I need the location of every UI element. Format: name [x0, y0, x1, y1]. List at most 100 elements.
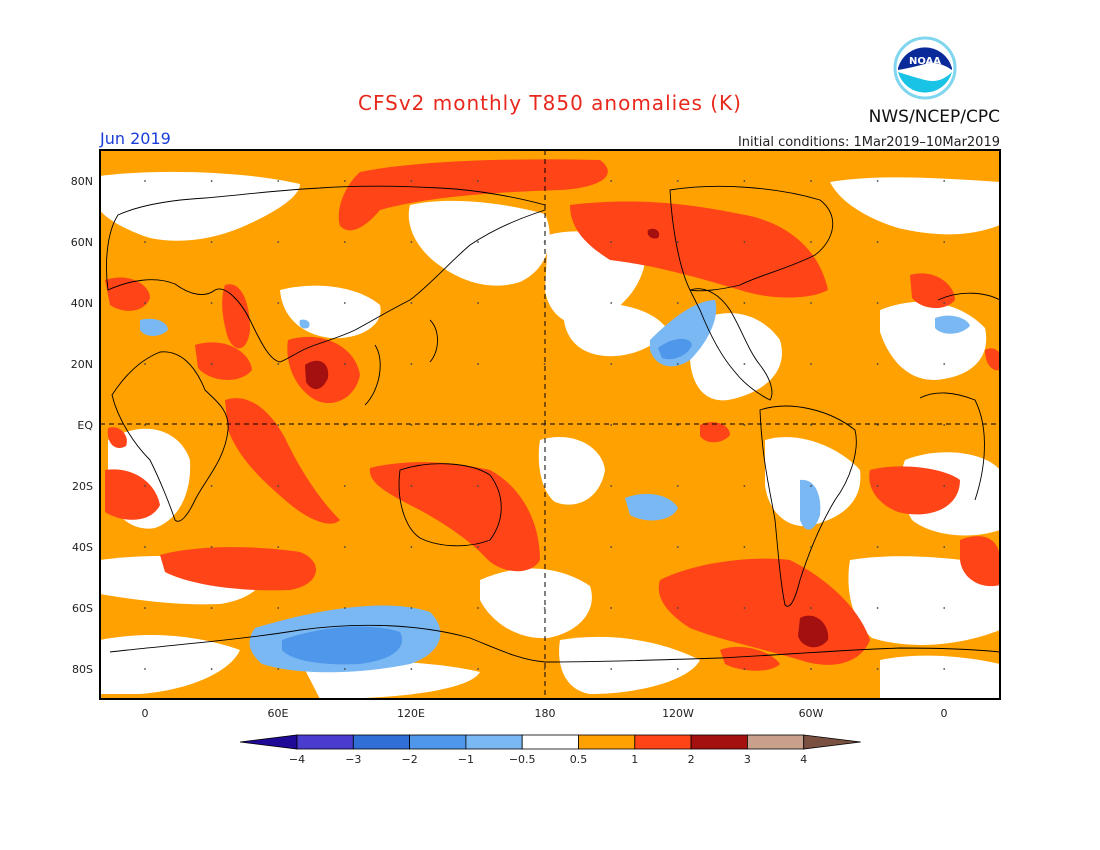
grid-marker: [943, 668, 946, 670]
colorbar-swatch: [352, 734, 410, 750]
cool-anomaly-regions: [140, 300, 970, 673]
grid-marker: [810, 302, 812, 304]
map-title: CFSv2 monthly T850 anomalies (K): [358, 91, 742, 115]
grid-marker: [810, 363, 812, 365]
colorbar-swatch: [634, 734, 692, 750]
grid-marker: [876, 363, 879, 365]
agency-label: NWS/NCEP/CPC: [869, 107, 1000, 127]
grid-marker: [410, 546, 413, 548]
grid-marker: [210, 607, 213, 609]
lat-label: 60S: [72, 602, 93, 615]
grid-marker: [943, 424, 946, 426]
grid-marker: [144, 302, 146, 304]
lon-label: 180: [535, 707, 556, 720]
colorbar-low-arrow: [239, 734, 298, 750]
map-panel: [100, 150, 1000, 699]
grid-marker: [410, 607, 413, 609]
grid-marker: [543, 546, 546, 548]
grid-marker: [610, 363, 613, 365]
lon-label: 0: [142, 707, 149, 720]
grid-marker: [676, 363, 679, 365]
colorbar-tick-label: 0.5: [570, 753, 588, 766]
initial-conditions-label: Initial conditions: 1Mar2019–10Mar2019: [738, 135, 1000, 150]
noaa-logo-text: NOAA: [909, 56, 941, 67]
grid-marker: [876, 241, 879, 243]
colorbar-tick-label: 2: [688, 753, 695, 766]
grid-marker: [676, 241, 679, 243]
grid-marker: [676, 668, 679, 670]
latitude-axis: 80N 60N 40N 20N EQ 20S 40S 60S 80S: [71, 175, 94, 676]
colorbar: −4 −3 −2 −1 −0.5 0.5 1 2 3 4: [239, 734, 861, 766]
lat-label: 80S: [72, 663, 93, 676]
colorbar-tick-label: −0.5: [509, 753, 536, 766]
grid-marker: [876, 607, 879, 609]
grid-marker: [477, 546, 479, 548]
grid-marker: [676, 485, 679, 487]
grid-marker: [676, 302, 679, 304]
coastlines: [106, 185, 1000, 663]
grid-marker: [676, 424, 679, 426]
lat-label: 40N: [71, 297, 93, 310]
colorbar-swatch: [578, 734, 636, 750]
lat-label: 80N: [71, 175, 93, 188]
grid-marker: [144, 241, 146, 243]
grid-marker: [410, 363, 413, 365]
grid-marker: [144, 607, 146, 609]
grid-marker: [210, 302, 213, 304]
grid-marker: [277, 607, 280, 609]
colorbar-swatch: [690, 734, 748, 750]
grid-marker: [343, 607, 346, 609]
grid-marker: [610, 546, 613, 548]
colorbar-swatch: [747, 734, 805, 750]
grid-marker: [876, 668, 879, 670]
grid-marker: [477, 180, 479, 182]
grid-marker: [410, 241, 413, 243]
grid-marker: [743, 424, 746, 426]
grid-marker: [743, 180, 746, 182]
grid-marker: [610, 180, 613, 182]
lon-label: 0: [941, 707, 948, 720]
grid-marker: [343, 424, 346, 426]
grid-marker: [543, 424, 546, 426]
grid-marker: [210, 485, 213, 487]
grid-marker: [543, 607, 546, 609]
colorbar-swatch: [296, 734, 354, 750]
lat-label: 20N: [71, 358, 93, 371]
grid-marker: [210, 424, 213, 426]
lat-label: 40S: [72, 541, 93, 554]
grid-marker: [543, 485, 546, 487]
grid-marker: [277, 546, 280, 548]
grid-marker: [610, 241, 613, 243]
grid-marker: [477, 363, 479, 365]
grid-marker: [676, 180, 679, 182]
grid-marker: [943, 546, 946, 548]
grid-marker: [277, 424, 280, 426]
grid-marker: [610, 302, 613, 304]
grid-marker: [543, 668, 546, 670]
grid-marker: [810, 180, 812, 182]
lat-label: EQ: [77, 419, 93, 432]
grid-marker: [210, 363, 213, 365]
colorbar-swatch: [465, 734, 523, 750]
grid-marker: [810, 241, 812, 243]
grid-marker: [543, 302, 546, 304]
grid-marker: [144, 668, 146, 670]
grid-marker: [543, 180, 546, 182]
colorbar-tick-label: 1: [631, 753, 638, 766]
grid-marker: [210, 180, 213, 182]
grid-marker: [876, 180, 879, 182]
grid-marker: [743, 607, 746, 609]
grid-marker: [144, 424, 146, 426]
grid-marker: [410, 180, 413, 182]
colorbar-swatch: [521, 734, 579, 750]
colorbar-tick-label: 3: [744, 753, 751, 766]
grid-marker: [477, 302, 479, 304]
grid-marker: [610, 424, 613, 426]
grid-markers: [144, 180, 946, 670]
map-frame: [99, 149, 1001, 700]
grid-marker: [477, 607, 479, 609]
grid-marker: [543, 363, 546, 365]
grid-marker: [610, 485, 613, 487]
grid-marker: [810, 485, 812, 487]
